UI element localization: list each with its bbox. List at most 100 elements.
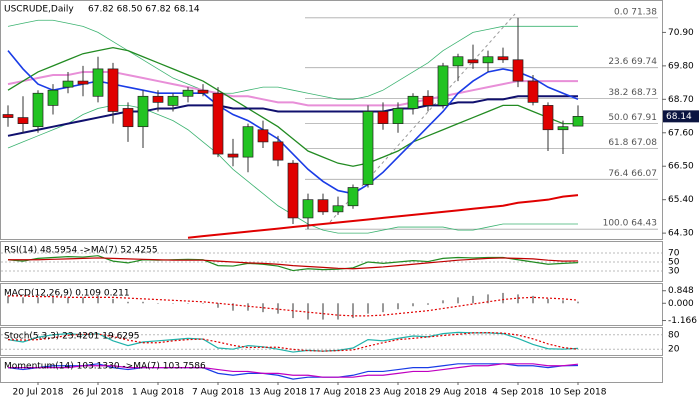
histogram-bar <box>127 301 129 304</box>
chart-title: USCRUDE,Daily <box>4 5 74 15</box>
x-tick-label: 26 Jul 2018 <box>73 388 124 398</box>
x-tick-label: 4 Sep 2018 <box>492 388 544 398</box>
indicator-line <box>8 257 579 270</box>
ma-line <box>7 95 578 137</box>
candle-body <box>497 56 509 61</box>
histogram-bar <box>67 297 69 304</box>
macd-panel <box>0 283 663 326</box>
x-tick-label: 13 Aug 2018 <box>249 388 307 398</box>
histogram-bar <box>22 297 24 304</box>
histogram-bar <box>202 303 204 304</box>
candle-body <box>302 199 314 219</box>
candle-body <box>167 95 179 106</box>
last-price-box <box>663 110 699 123</box>
candle-body <box>347 187 359 207</box>
candle-body <box>317 199 329 213</box>
candle-body <box>62 80 74 88</box>
y-tick-label: 64.30 <box>668 229 694 239</box>
histogram-bar <box>427 303 429 305</box>
histogram-bar <box>412 303 414 307</box>
y-tick-label: 70.90 <box>668 28 694 38</box>
x-tick-label: 29 Aug 2018 <box>429 388 487 398</box>
histogram-bar <box>322 303 324 320</box>
indicator-line <box>8 295 579 317</box>
histogram-bar <box>307 303 309 320</box>
fib-label: 23.6 69.74 <box>608 57 657 67</box>
panel-title: Momentum(14) 103.1330 ->MA(7) 103.7586 <box>4 362 206 372</box>
candle-body <box>452 56 464 67</box>
ma-line <box>7 46 578 167</box>
histogram-bar <box>367 303 369 314</box>
x-tick-label: 20 Jul 2018 <box>13 388 64 398</box>
ma-line <box>7 19 578 100</box>
candle-body <box>482 56 494 64</box>
x-tick-label: 17 Aug 2018 <box>309 388 367 398</box>
candle-body <box>392 108 404 124</box>
histogram-bar <box>562 300 564 304</box>
histogram-bar <box>397 303 399 310</box>
y-tick-label: 80 <box>668 330 680 340</box>
candle-body <box>332 205 344 213</box>
stoch-panel <box>0 327 663 356</box>
histogram-bar <box>142 301 144 304</box>
histogram-bar <box>517 294 519 304</box>
x-tick-label: 23 Aug 2018 <box>369 388 427 398</box>
histogram-bar <box>352 303 354 319</box>
candle-body <box>227 153 239 158</box>
candle-body <box>137 95 149 128</box>
x-tick-label: 7 Aug 2018 <box>192 388 244 398</box>
y-tick-label: 70 <box>668 249 680 259</box>
candle-body <box>17 117 29 124</box>
panel-title: MACD(12,26,9) 0.109 0.211 <box>4 289 130 299</box>
candle-body <box>287 162 299 219</box>
y-tick-label: 30 <box>668 267 680 277</box>
histogram-bar <box>487 294 489 304</box>
fib-label: 0.0 71.38 <box>614 7 657 17</box>
histogram-bar <box>187 303 189 304</box>
histogram-bar <box>277 303 279 314</box>
candle-body <box>122 108 134 128</box>
candle-body <box>77 80 89 85</box>
panel-title: RSI(14) 48.5954 ->MA(7) 52.4255 <box>4 246 158 256</box>
histogram-bar <box>577 301 579 304</box>
histogram-bar <box>262 303 264 313</box>
fib-label: 61.8 67.08 <box>608 138 657 148</box>
histogram-bar <box>247 303 249 311</box>
fib-label: 76.4 66.07 <box>608 169 657 179</box>
candle-body <box>362 111 374 185</box>
histogram-bar <box>97 295 99 304</box>
indicator-line <box>7 331 579 353</box>
y-tick-label: 67.60 <box>668 128 694 138</box>
candle-body <box>527 80 539 103</box>
rsi-panel <box>0 241 663 282</box>
candle-body <box>512 59 524 82</box>
candle-body <box>422 95 434 106</box>
y-tick-label: 0.848 <box>668 286 694 296</box>
candle-body <box>542 105 554 131</box>
candle-body <box>407 95 419 109</box>
histogram-bar <box>547 298 549 304</box>
histogram-bar <box>37 297 39 304</box>
candle-body <box>257 129 269 143</box>
indicator-line <box>7 363 579 380</box>
y-tick-label: 65.40 <box>668 195 694 205</box>
ma-line <box>187 194 579 239</box>
histogram-bar <box>502 292 504 304</box>
candle-body <box>182 89 194 97</box>
candle-body <box>212 92 224 155</box>
histogram-bar <box>82 297 84 304</box>
candle-body <box>467 59 479 64</box>
histogram-bar <box>337 303 339 320</box>
panel-title: Stoch(5,3,3) 23.4201 19.6295 <box>4 332 139 342</box>
x-tick-label: 10 Sep 2018 <box>549 388 606 398</box>
candle-body <box>272 141 284 161</box>
histogram-bar <box>217 303 219 308</box>
histogram-bar <box>52 297 54 304</box>
y-tick-label: 20 <box>668 345 680 355</box>
histogram-bar <box>532 295 534 304</box>
indicator-line <box>8 363 579 378</box>
fib-label: 100.0 64.43 <box>603 219 657 229</box>
histogram-bar <box>382 303 384 313</box>
fib-label: 50.0 67.91 <box>608 113 657 123</box>
